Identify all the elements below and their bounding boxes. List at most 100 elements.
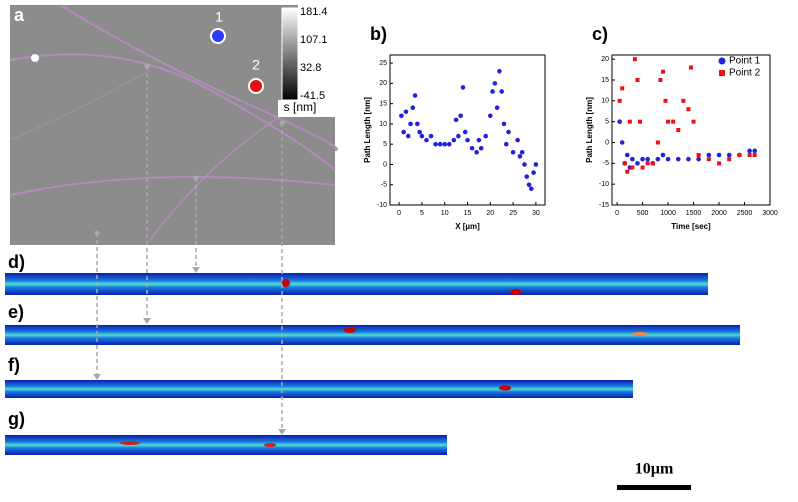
data-point xyxy=(655,140,660,145)
panel-label: a xyxy=(14,5,25,25)
colorbar-label: s [nm] xyxy=(284,100,317,114)
x-tick-label: 2500 xyxy=(737,210,753,217)
data-point xyxy=(415,121,420,127)
data-point xyxy=(424,137,429,143)
x-tick-label: 20 xyxy=(486,210,494,217)
data-point xyxy=(737,153,742,157)
colorbar-tick-label: 181.4 xyxy=(300,6,328,18)
y-tick-label: -10 xyxy=(599,181,609,188)
data-point xyxy=(492,81,498,86)
data-point xyxy=(671,119,676,124)
panel-label: c) xyxy=(592,24,608,44)
y-tick-label: 5 xyxy=(605,119,609,126)
data-point xyxy=(433,141,438,147)
panel-label: g) xyxy=(8,409,25,429)
plot-frame xyxy=(611,54,771,206)
y-tick-label: -15 xyxy=(599,202,609,209)
x-tick-label: 15 xyxy=(464,210,472,217)
data-point xyxy=(717,161,722,166)
scale-bar-label: 10µm xyxy=(635,461,674,478)
y-tick-label: 15 xyxy=(601,77,609,84)
data-point xyxy=(408,121,413,127)
data-point xyxy=(747,148,752,154)
strips xyxy=(5,273,740,455)
y-tick-label: 10 xyxy=(601,98,609,105)
data-point xyxy=(660,69,665,74)
data-point xyxy=(752,153,757,157)
data-point xyxy=(501,121,507,127)
data-point xyxy=(451,137,457,143)
data-point xyxy=(405,133,411,139)
data-point xyxy=(494,105,500,111)
data-point xyxy=(716,152,722,158)
y-tick-label: 10 xyxy=(379,121,387,128)
data-point xyxy=(533,162,539,167)
x-tick-label: 30 xyxy=(532,210,540,217)
data-point xyxy=(529,186,534,192)
data-point xyxy=(446,141,452,147)
x-tick-label: 25 xyxy=(509,210,517,217)
y-tick-label: 15 xyxy=(379,100,387,107)
colorbar-tick-label: 107.1 xyxy=(300,34,328,46)
legend-label: Point 1 xyxy=(729,56,761,67)
legend-label: Point 2 xyxy=(729,68,761,79)
data-point xyxy=(478,145,484,151)
data-point xyxy=(462,129,468,135)
data-point xyxy=(691,119,696,124)
data-point xyxy=(517,154,523,159)
data-point xyxy=(469,145,475,151)
point-label: 2 xyxy=(252,57,260,73)
data-point xyxy=(624,152,630,158)
x-tick-label: 5 xyxy=(420,210,424,217)
data-point xyxy=(526,182,532,188)
colorbar-tick-label: -41.5 xyxy=(300,90,325,102)
data-point xyxy=(706,157,711,162)
data-point xyxy=(401,129,406,135)
data-point xyxy=(465,137,470,143)
data-point xyxy=(686,107,691,112)
data-point xyxy=(456,133,461,139)
data-point xyxy=(617,98,622,103)
legend-marker xyxy=(719,70,725,76)
data-point xyxy=(645,161,650,166)
data-point xyxy=(458,113,463,119)
y-tick-label: 20 xyxy=(601,56,609,63)
data-point xyxy=(399,113,404,119)
x-axis-label: Time [sec] xyxy=(671,222,711,231)
data-point xyxy=(497,68,502,74)
data-point xyxy=(453,117,459,123)
data-point xyxy=(417,129,422,135)
data-point xyxy=(460,85,466,90)
x-tick-label: 2000 xyxy=(711,210,727,217)
y-tick-label: 0 xyxy=(383,161,387,168)
data-point xyxy=(706,152,712,158)
scale-bar xyxy=(617,485,691,490)
data-point xyxy=(519,149,525,155)
data-point xyxy=(474,149,479,155)
x-tick-label: 1000 xyxy=(660,210,676,217)
panel-label: f) xyxy=(8,355,20,375)
y-tick-label: -5 xyxy=(603,160,609,167)
point-label: 1 xyxy=(215,9,223,25)
data-point xyxy=(696,156,701,162)
data-point xyxy=(650,161,655,166)
data-point xyxy=(483,133,489,139)
data-point xyxy=(487,113,493,119)
panel-label: b) xyxy=(370,24,387,44)
data-point xyxy=(442,141,448,147)
data-point xyxy=(663,98,668,103)
data-point xyxy=(727,157,732,162)
x-axis-label: X [µm] xyxy=(455,222,480,231)
data-point xyxy=(617,119,622,124)
data-point xyxy=(625,169,630,174)
data-point xyxy=(635,161,640,166)
data-point xyxy=(665,156,671,162)
data-point xyxy=(419,133,425,139)
data-point xyxy=(437,141,443,147)
data-point xyxy=(503,141,509,147)
data-point xyxy=(696,153,701,157)
data-point xyxy=(632,57,637,62)
data-point xyxy=(510,149,516,155)
data-point xyxy=(666,119,671,124)
y-axis-label: Path Length [nm] xyxy=(363,97,372,163)
